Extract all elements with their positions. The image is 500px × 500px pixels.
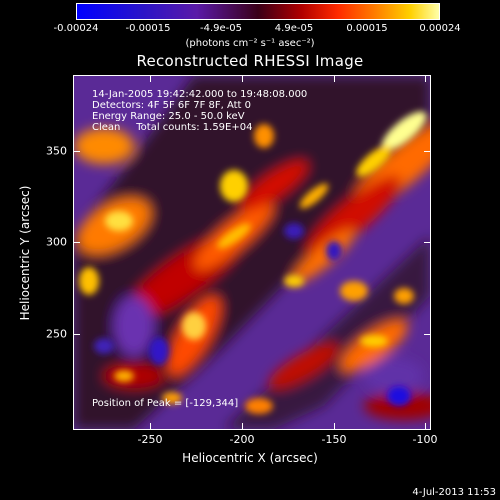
plot-frame bbox=[73, 75, 431, 430]
clean-counts-text: Clean Total counts: 1.59E+04 bbox=[92, 122, 253, 133]
x-tick-mark-top bbox=[242, 75, 243, 82]
y-tick-mark bbox=[73, 334, 80, 335]
chart-title: Reconstructed RHESSI Image bbox=[136, 52, 364, 70]
colorbar bbox=[76, 3, 440, 20]
colorbar-tick: 4.9e-05 bbox=[274, 23, 314, 34]
x-tick-mark-top bbox=[425, 75, 426, 82]
colorbar-tick: 0.00024 bbox=[419, 23, 461, 34]
colorbar-tick: 0.00015 bbox=[346, 23, 388, 34]
y-tick-mark bbox=[73, 151, 80, 152]
energy-range-text: Energy Range: 25.0 - 50.0 keV bbox=[92, 111, 245, 122]
y-tick-label: 350 bbox=[46, 144, 67, 158]
colorbar-tick: -4.9e-05 bbox=[200, 23, 242, 34]
x-tick-mark bbox=[425, 423, 426, 430]
peak-position-text: Position of Peak = [-129,344] bbox=[92, 398, 239, 409]
x-tick-label: -150 bbox=[321, 433, 347, 446]
x-tick-label: -250 bbox=[137, 433, 163, 446]
x-axis-label: Heliocentric X (arcsec) bbox=[182, 451, 318, 465]
y-tick-label: 250 bbox=[46, 327, 67, 341]
x-tick-label: -200 bbox=[229, 433, 255, 446]
y-tick-mark-right bbox=[424, 334, 431, 335]
x-tick-mark bbox=[242, 423, 243, 430]
y-axis-label: Heliocentric Y (arcsec) bbox=[18, 185, 32, 321]
heatmap-image bbox=[74, 76, 430, 429]
y-tick-mark-right bbox=[424, 151, 431, 152]
x-tick-mark bbox=[150, 423, 151, 430]
colorbar-tick: -0.00024 bbox=[53, 23, 99, 34]
y-tick-label: 300 bbox=[46, 235, 67, 249]
time-range-text: 14-Jan-2005 19:42:42.000 to 19:48:08.000 bbox=[92, 89, 308, 100]
x-tick-label: -100 bbox=[412, 433, 438, 446]
y-tick-mark-right bbox=[424, 242, 431, 243]
footer-timestamp: 4-Jul-2013 11:53 bbox=[412, 487, 496, 498]
y-tick-mark bbox=[73, 242, 80, 243]
colorbar-tick: -0.00015 bbox=[125, 23, 171, 34]
x-tick-mark-top bbox=[334, 75, 335, 82]
colorbar-units: (photons cm⁻² s⁻¹ asec⁻²) bbox=[185, 38, 315, 49]
x-tick-mark bbox=[334, 423, 335, 430]
detectors-text: Detectors: 4F 5F 6F 7F 8F, Att 0 bbox=[92, 100, 252, 111]
x-tick-mark-top bbox=[150, 75, 151, 82]
